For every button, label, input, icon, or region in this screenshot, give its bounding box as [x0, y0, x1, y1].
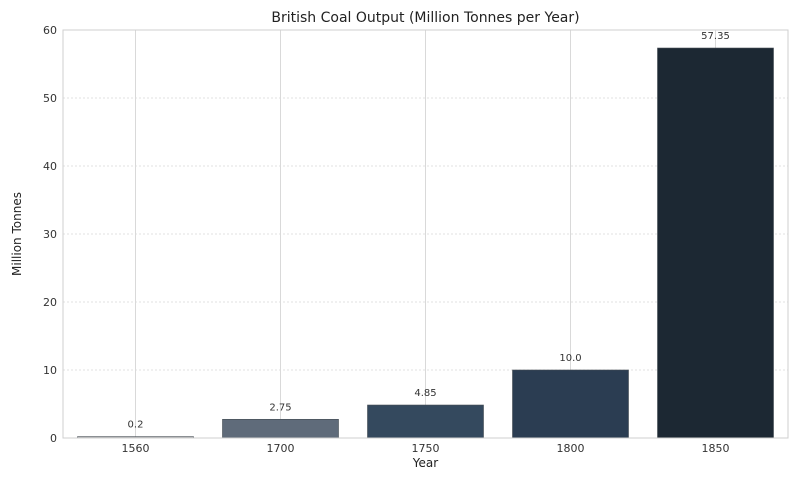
x-axis-label: Year [412, 456, 438, 470]
y-tick-label: 0 [50, 432, 57, 445]
plot-frame [62, 29, 789, 439]
y-axis-label: Million Tonnes [10, 192, 24, 276]
y-tick-label: 30 [43, 228, 57, 241]
y-tick-label: 40 [43, 160, 57, 173]
x-axis-ticks: 1560 1700 1750 1800 1850 [122, 442, 730, 455]
chart-title: British Coal Output (Million Tonnes per … [271, 10, 579, 26]
y-tick-label: 20 [43, 296, 57, 309]
data-label: 4.85 [414, 388, 436, 399]
data-label: 10.0 [559, 353, 581, 364]
data-labels: 0.2 2.75 4.85 10.0 57.35 [128, 31, 730, 431]
bar-1800 [512, 369, 629, 439]
data-label: 2.75 [269, 402, 291, 413]
data-label: 57.35 [701, 31, 730, 42]
bar-1850 [657, 47, 774, 439]
y-axis-ticks: 0 10 20 30 40 50 60 [43, 24, 57, 445]
y-tick-label: 60 [43, 24, 57, 37]
data-label: 0.2 [128, 420, 144, 431]
x-tick-label: 1750 [412, 442, 440, 455]
y-tick-label: 50 [43, 92, 57, 105]
bar-1750 [367, 404, 484, 439]
x-tick-label: 1560 [122, 442, 150, 455]
x-tick-label: 1850 [702, 442, 730, 455]
bar-1700 [222, 418, 339, 439]
x-tick-label: 1800 [557, 442, 585, 455]
x-tick-label: 1700 [267, 442, 295, 455]
y-tick-label: 10 [43, 364, 57, 377]
